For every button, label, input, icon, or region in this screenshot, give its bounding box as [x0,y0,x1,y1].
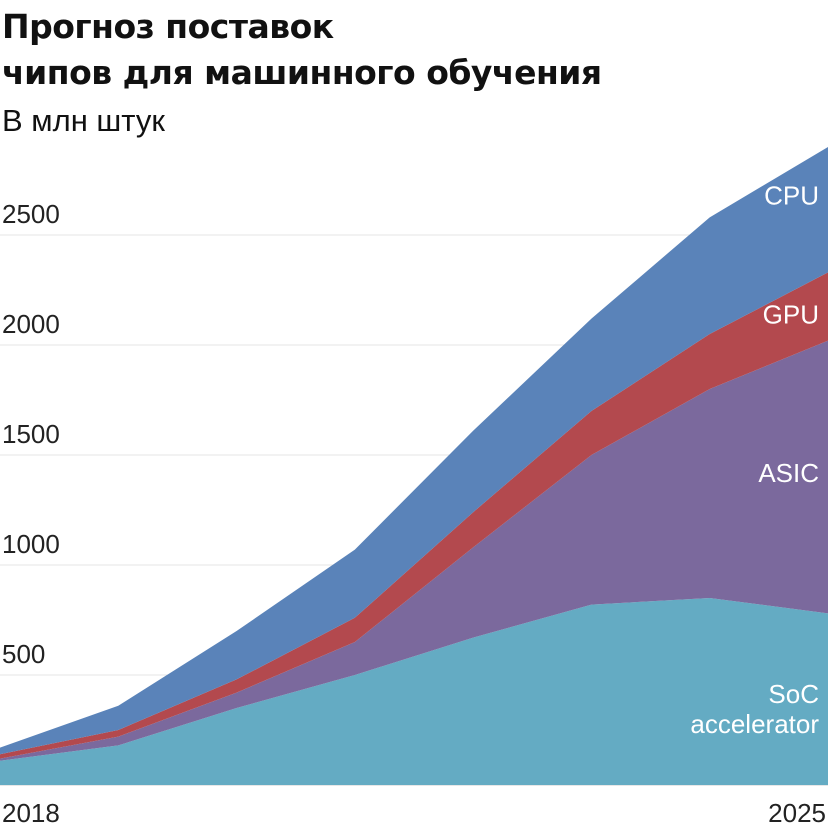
series-label-soc-accelerator-1: accelerator [690,709,819,739]
y-tick-1500: 1500 [2,419,60,449]
series-label-asic-0: ASIC [758,458,819,488]
x-tick-labels: 2018 2025 [2,798,826,826]
y-tick-2500: 2500 [2,199,60,229]
x-tick-first: 2018 [2,798,60,826]
y-tick-500: 500 [2,639,45,669]
x-tick-last: 2025 [768,798,826,826]
y-tick-labels: 500 1000 1500 2000 2500 [2,199,60,669]
series-label-cpu-0: CPU [764,181,819,211]
series-label-soc-accelerator-0: SoC [768,679,819,709]
areas [0,147,828,785]
series-label-gpu-0: GPU [763,300,819,330]
y-tick-2000: 2000 [2,309,60,339]
y-tick-1000: 1000 [2,529,60,559]
